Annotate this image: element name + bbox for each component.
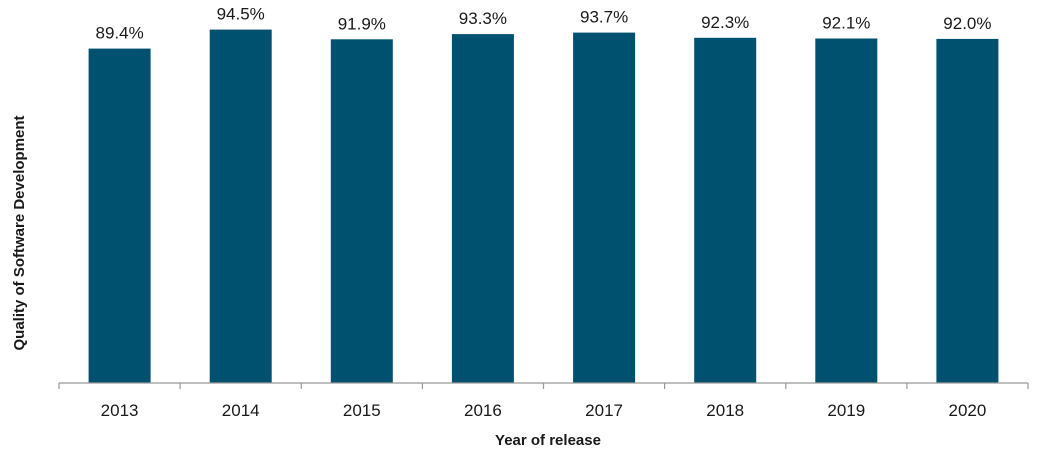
data-label-2019: 92.1% [822,14,870,33]
x-tick-label-2013: 2013 [101,401,139,420]
bar-2020 [936,39,998,383]
x-axis-ticks [59,383,1028,389]
x-tick-label-2019: 2019 [827,401,865,420]
x-tick-label-2018: 2018 [706,401,744,420]
data-label-2017: 93.7% [580,8,628,27]
x-tick-label-2020: 2020 [948,401,986,420]
bar-2015 [331,39,393,383]
x-tick-label-2016: 2016 [464,401,502,420]
x-axis-title: Year of release [495,432,601,449]
x-tick-label-2014: 2014 [222,401,260,420]
data-label-2015: 91.9% [338,14,386,33]
data-label-2020: 92.0% [943,14,991,33]
x-axis-tick-labels: 2013 2014 2015 2016 2017 2018 2019 2020 [101,401,987,420]
bar-2013 [89,49,151,383]
bar-2014 [210,30,272,383]
data-label-2016: 93.3% [459,9,507,28]
data-label-2018: 92.3% [701,13,749,32]
bar-2019 [815,39,877,384]
bar-2018 [694,38,756,383]
bar-2016 [452,34,514,383]
data-label-2013: 89.4% [95,24,143,43]
x-tick-label-2015: 2015 [343,401,381,420]
bars-layer [89,30,999,383]
bar-2017 [573,33,635,383]
x-tick-label-2017: 2017 [585,401,623,420]
y-axis-title: Quality of Software Development [11,115,28,350]
data-label-2014: 94.5% [217,5,265,24]
